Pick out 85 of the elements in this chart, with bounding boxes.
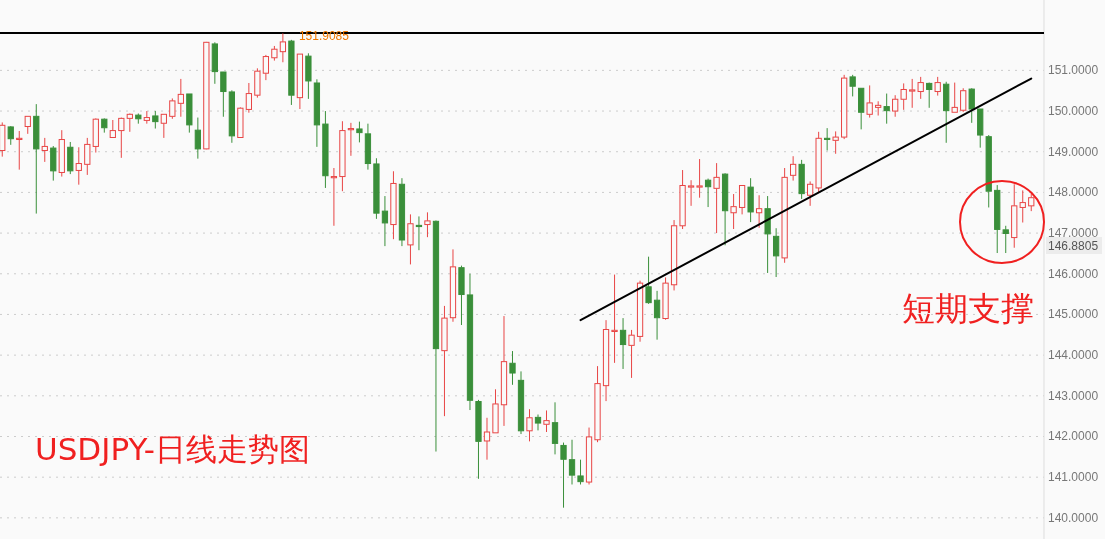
y-tick-label: 146.0000 [1048,266,1099,281]
candlestick [713,162,720,234]
candlestick [807,180,814,207]
candlestick [517,370,525,435]
candlestick [585,427,593,485]
candlestick [755,194,763,229]
candlestick [228,89,235,144]
text: 146.8805 [1048,239,1099,253]
candlestick [866,84,873,119]
candlestick [169,97,176,120]
candlestick [534,414,542,431]
y-tick-label: 141.0000 [1048,470,1099,485]
candlestick [551,401,559,455]
y-tick-label: 147.0000 [1048,226,1099,241]
candlestick [790,155,797,182]
candlestick [687,179,695,207]
y-tick-label: 150.0000 [1048,104,1099,119]
candlestick [619,317,627,370]
y-tick-label: 151.0000 [1048,63,1099,78]
candlestick [483,417,491,461]
annotation: 151.9085 [298,29,350,44]
candlestick [390,170,397,240]
candlestick [875,100,882,117]
candlestick [909,78,916,109]
candlestick [322,110,329,189]
candlestick [126,113,133,133]
y-tick-label: 145.0000 [1048,307,1099,322]
candlestick [636,280,644,343]
candlestick [602,319,610,402]
annotation: 短期支撑 [902,289,1034,328]
candlestick [313,78,321,148]
candlestick [696,158,703,199]
y-tick-label: 144.0000 [1048,348,1099,363]
candlestick [594,365,601,443]
candlestick [670,219,678,291]
candlestick [407,213,414,265]
candlestick [0,121,6,158]
candlestick [441,305,448,417]
candlestick [254,67,261,99]
candlestick [764,195,771,274]
candlestick [364,123,372,171]
candlestick [628,329,635,379]
y-tick-label: 142.0000 [1048,429,1099,444]
candlestick [211,41,218,85]
candlestick [58,129,65,178]
candlestick [679,169,686,230]
candlestick [568,439,576,485]
candlestick [500,315,508,427]
candlestick [611,274,618,364]
candlestick [824,127,831,152]
candlestick [262,54,270,81]
candlestick [653,290,661,341]
candlestick [432,220,440,453]
candlestick [16,130,23,171]
candlestick [883,93,890,125]
candlestick [704,178,712,208]
candlestick [449,248,457,323]
candlestick [33,103,40,215]
candlestick [943,81,950,144]
candlestick [415,215,423,251]
candlestick [92,118,99,154]
candlestick [271,45,278,62]
candlestick [900,82,907,111]
candlestick [730,193,737,230]
candlestick [398,177,406,247]
candlestick [509,350,516,386]
candlestick [330,167,338,227]
candlestick [798,159,805,200]
candlestick [772,227,780,278]
candlestick [381,195,389,247]
y-tick-label: 140.0000 [1048,510,1099,525]
y-tick-label: 149.0000 [1048,144,1099,159]
candlestick [101,118,108,134]
candlestick [347,122,355,157]
candlestick [339,120,346,192]
candlestick [177,78,184,118]
candlestick [466,273,474,411]
candlestick [194,117,201,160]
candlestick [245,82,253,114]
candlestick [75,146,82,186]
annotation: USDJPY-日线走势图 [35,431,310,467]
candlestick [645,256,652,304]
y-tick-label: 143.0000 [1048,388,1099,403]
y-tick-label: 148.0000 [1048,185,1099,200]
candlestick [279,32,287,63]
